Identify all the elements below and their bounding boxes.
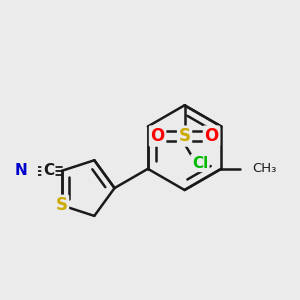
Text: C: C (43, 164, 54, 178)
Text: O: O (204, 127, 219, 145)
Text: O: O (151, 127, 165, 145)
Text: N: N (14, 164, 27, 178)
Text: S: S (56, 196, 68, 214)
Text: S: S (178, 127, 190, 145)
Text: CH₃: CH₃ (252, 162, 276, 175)
Text: Cl: Cl (192, 155, 208, 170)
